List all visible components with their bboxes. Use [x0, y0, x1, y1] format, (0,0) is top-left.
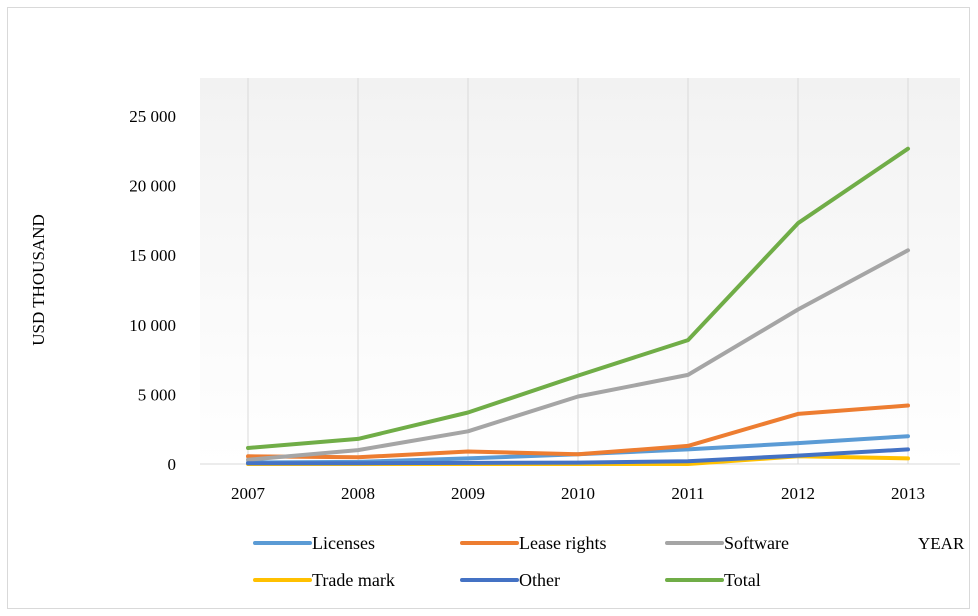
series-line-other: [246, 447, 910, 466]
x-tick-label: 2013: [891, 484, 925, 503]
x-axis-title: YEAR: [918, 534, 965, 553]
series-line-total: [246, 146, 910, 450]
series-lines: [246, 146, 910, 466]
x-tick-label: 2007: [231, 484, 266, 503]
y-tick-label: 20 000: [129, 177, 176, 196]
x-tick-label: 2009: [451, 484, 485, 503]
y-axis: 0 5 000 10 000 15 000 20 000 25 000: [129, 107, 176, 474]
y-tick-label: 25 000: [129, 107, 176, 126]
x-tick-label: 2010: [561, 484, 595, 503]
legend: Licenses Lease rights Software Trade mark Ot…: [253, 533, 789, 590]
legend-label-software: Software: [724, 533, 789, 553]
x-tick-label: 2012: [781, 484, 815, 503]
y-tick-label: 15 000: [129, 246, 176, 265]
legend-label-total: Total: [724, 570, 761, 590]
legend-label-other: Other: [519, 570, 560, 590]
y-tick-label: 10 000: [129, 316, 176, 335]
x-tick-label: 2008: [341, 484, 375, 503]
series-line-lease-rights: [246, 403, 910, 460]
plot-area: [200, 78, 960, 464]
y-tick-label: 0: [168, 455, 177, 474]
series-line-software: [246, 248, 910, 462]
legend-label-licenses: Licenses: [312, 533, 375, 553]
legend-label-trade-mark: Trade mark: [312, 570, 395, 590]
x-tick-label: 2011: [671, 484, 704, 503]
y-tick-label: 5 000: [138, 385, 176, 404]
x-axis: 2007 2008 2009 2010 2011 2012 2013: [231, 484, 925, 503]
y-axis-title: USD THOUSAND: [29, 214, 48, 345]
legend-label-lease-rights: Lease rights: [519, 533, 606, 553]
